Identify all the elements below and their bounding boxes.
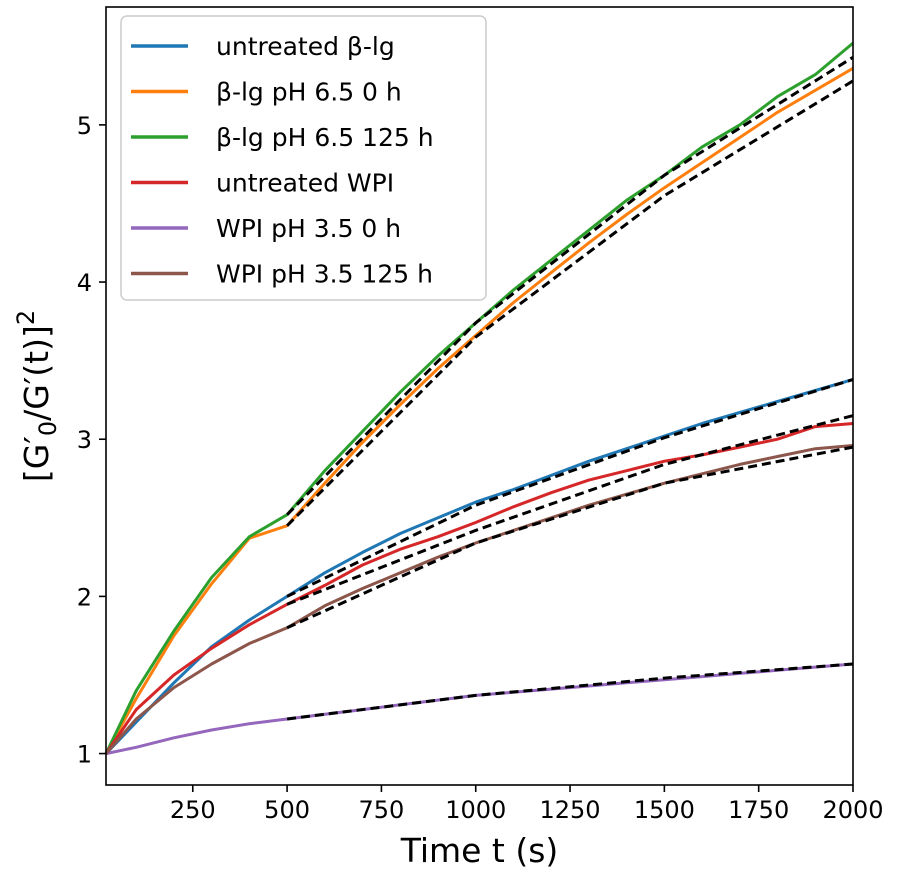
legend: untreated β-lg β-lg pH 6.5 0 h β-lg pH 6.5… [120, 15, 487, 301]
y-tick-label: 1 [77, 741, 92, 769]
legend-box [120, 15, 487, 301]
legend-label-wpi-ph-3-5-125-h: WPI pH 3.5 125 h [216, 260, 433, 289]
x-axis-ticks: 250 500 750 1000 1250 1500 1750 2000 [170, 785, 884, 824]
legend-label-untreated-wpi: untreated WPI [216, 169, 394, 198]
x-tick-label: 2000 [822, 796, 883, 824]
x-tick-label: 750 [359, 796, 405, 824]
y-axis-label: [G′0/G′(t)]2 [12, 310, 62, 482]
y-tick-label: 5 [77, 112, 92, 140]
x-tick-label: 1750 [728, 796, 789, 824]
y-tick-label: 4 [77, 269, 92, 297]
legend-label-beta-lg-ph-6-5-125-h: β-lg pH 6.5 125 h [216, 123, 434, 152]
x-tick-label: 1250 [540, 796, 601, 824]
x-tick-label: 1500 [634, 796, 695, 824]
fit-line-3 [286, 56, 854, 516]
fit-line-4 [286, 414, 854, 606]
plot-frame [105, 6, 854, 786]
series-line-wpi-ph-3-5-0-h [105, 662, 854, 756]
y-axis-ticks: 1 2 3 4 5 [77, 112, 106, 769]
fit-line-6 [286, 445, 854, 630]
fit-lines [286, 56, 854, 721]
x-axis-label: Time t (s) [400, 831, 559, 870]
fit-line-1 [286, 378, 854, 598]
legend-label-wpi-ph-3-5-0-h: WPI pH 3.5 0 h [216, 214, 401, 243]
x-tick-label: 500 [264, 796, 310, 824]
x-tick-label: 1000 [445, 796, 506, 824]
x-tick-label: 250 [170, 796, 216, 824]
y-tick-label: 2 [77, 583, 92, 611]
legend-label-beta-lg-ph-6-5-0-h: β-lg pH 6.5 0 h [216, 78, 402, 107]
y-tick-label: 3 [77, 426, 92, 454]
series-line-wpi-ph-3-5-125-h [104, 444, 854, 755]
fit-line-5 [286, 662, 854, 721]
legend-label-untreated-beta-lg: untreated β-lg [216, 32, 395, 61]
series-line-untreated-wpi [104, 422, 854, 755]
fit-line-2 [286, 79, 854, 527]
series-line-untreated-beta-lg [104, 378, 854, 755]
